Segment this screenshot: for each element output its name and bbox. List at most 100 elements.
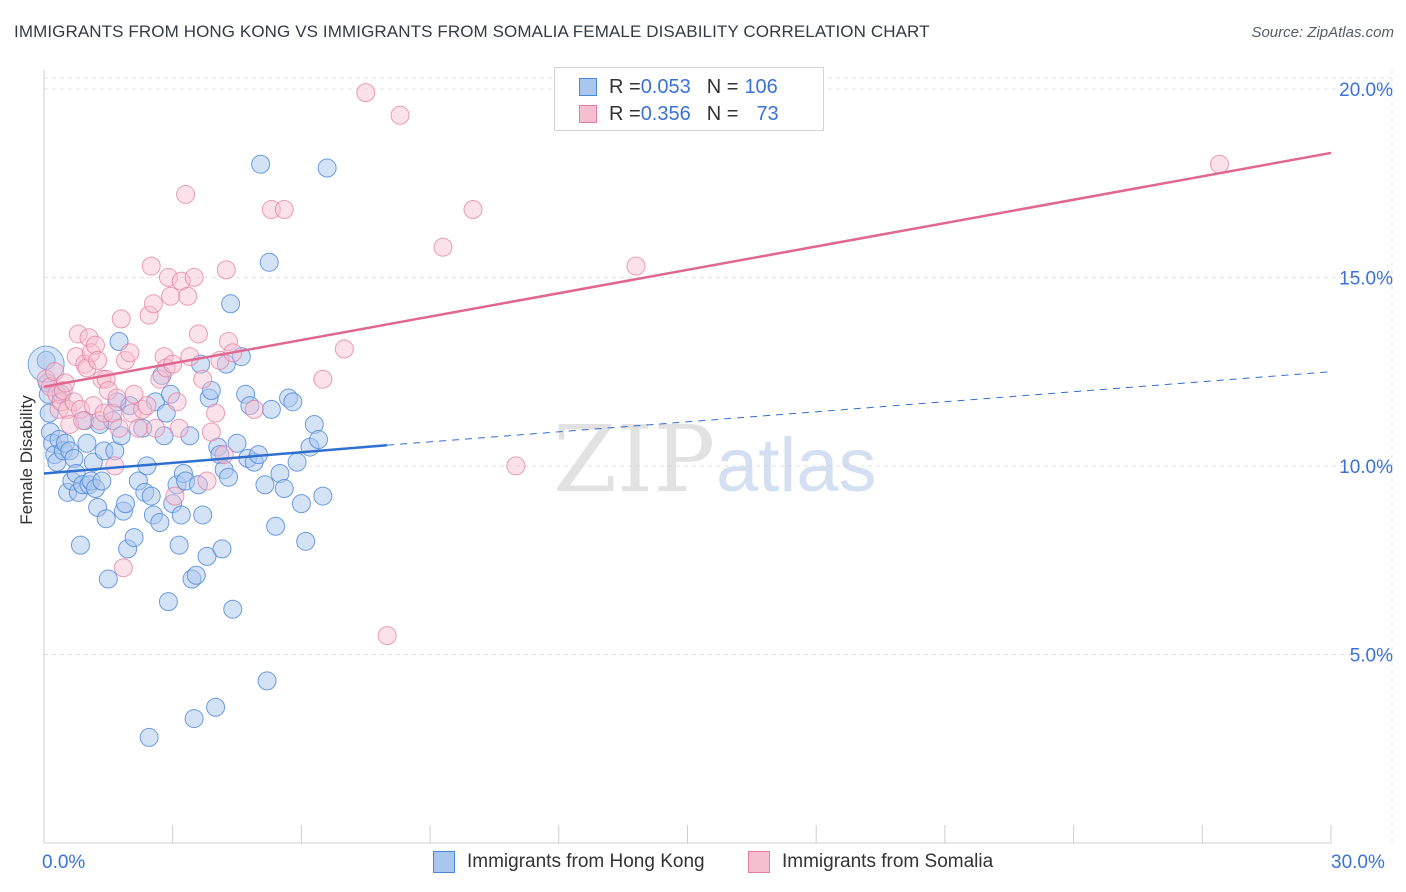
y-tick-label: 10.0%: [1339, 457, 1393, 478]
data-point-somalia: [216, 260, 236, 280]
stats-row-hong-kong: R = 0.053 N = 106: [579, 75, 778, 99]
data-point-somalia: [109, 418, 129, 438]
data-point-hong-kong: [206, 697, 226, 717]
series-legend: Immigrants from Hong Kong Immigrants fro…: [0, 851, 1406, 879]
data-point-somalia: [79, 328, 99, 348]
trend-line-hong-kong: [43, 443, 388, 475]
stats-legend: R = 0.053 N = 106 R = 0.356 N = 73: [554, 67, 824, 131]
data-point-somalia: [58, 399, 78, 419]
data-point-hong-kong: [116, 494, 136, 514]
data-point-hong-kong: [317, 158, 337, 178]
data-point-hong-kong: [169, 535, 189, 555]
data-point-hong-kong: [283, 392, 303, 412]
data-point-somalia: [150, 369, 170, 389]
data-point-somalia: [139, 305, 159, 325]
data-point-hong-kong: [216, 354, 236, 374]
data-point-somalia: [180, 347, 200, 367]
watermark-atlas: atlas: [716, 423, 877, 508]
data-point-hong-kong: [186, 565, 206, 585]
series-somalia-points: [36, 83, 1229, 646]
data-point-somalia: [141, 256, 161, 276]
chart-source: Source: ZipAtlas.com: [1251, 24, 1394, 41]
data-point-somalia: [51, 392, 71, 412]
data-point-somalia: [201, 422, 221, 442]
data-point-hong-kong: [77, 433, 97, 453]
data-point-hong-kong: [39, 403, 59, 423]
y-tick-label: 15.0%: [1339, 268, 1393, 289]
hong-kong-swatch: [579, 78, 597, 96]
x-tick-label-max: 30.0%: [1331, 852, 1385, 873]
data-point-hong-kong: [227, 433, 247, 453]
data-point-somalia: [107, 388, 127, 408]
data-point-hong-kong: [255, 475, 275, 495]
data-point-somalia: [70, 399, 90, 419]
data-point-hong-kong: [212, 539, 232, 559]
data-point-somalia: [506, 456, 526, 476]
data-point-hong-kong: [259, 252, 279, 272]
r-value: 0.053: [640, 75, 691, 98]
data-point-hong-kong: [261, 399, 281, 419]
n-label: N =: [706, 75, 739, 98]
data-point-somalia: [244, 399, 264, 419]
data-point-somalia: [77, 358, 97, 378]
axes: [43, 70, 1332, 844]
data-point-hong-kong: [141, 486, 161, 506]
data-point-hong-kong: [70, 535, 90, 555]
data-point-hong-kong: [223, 599, 243, 619]
data-point-somalia: [193, 369, 213, 389]
data-point-hong-kong: [150, 512, 170, 532]
data-point-somalia: [313, 369, 333, 389]
data-point-hong-kong-cluster: [27, 345, 65, 383]
data-point-somalia: [377, 626, 397, 646]
data-point-somalia: [176, 184, 196, 204]
data-point-somalia: [146, 418, 166, 438]
data-point-somalia: [626, 256, 646, 276]
data-point-hong-kong: [158, 592, 178, 612]
data-point-hong-kong: [161, 384, 181, 404]
data-point-somalia: [390, 105, 410, 125]
data-point-somalia: [120, 343, 140, 363]
data-point-hong-kong: [193, 505, 213, 525]
data-point-somalia: [85, 335, 105, 355]
data-point-hong-kong: [124, 528, 144, 548]
data-point-somalia: [64, 392, 84, 412]
data-point-somalia: [274, 200, 294, 220]
data-point-hong-kong: [218, 467, 238, 487]
data-point-hong-kong: [291, 494, 311, 514]
n-value: 73: [756, 102, 779, 125]
data-point-hong-kong: [197, 546, 217, 566]
data-point-somalia: [178, 286, 198, 306]
data-point-somalia: [261, 200, 281, 220]
y-tick-label: 5.0%: [1350, 645, 1393, 666]
grid-lines: [44, 70, 1393, 843]
legend-item-hong-kong[interactable]: Immigrants from Hong Kong: [433, 851, 705, 873]
n-value: 106: [744, 75, 778, 98]
data-point-hong-kong: [92, 471, 112, 491]
trend-lines: [43, 151, 1332, 475]
somalia-swatch: [748, 851, 770, 873]
hong-kong-swatch: [433, 851, 455, 873]
data-point-somalia: [111, 309, 131, 329]
data-point-hong-kong: [171, 505, 191, 525]
data-point-hong-kong: [133, 418, 153, 438]
data-point-somalia: [197, 471, 217, 491]
legend-label: Immigrants from Hong Kong: [467, 851, 705, 872]
data-point-hong-kong: [257, 671, 277, 691]
data-point-hong-kong: [274, 479, 294, 499]
data-point-somalia: [165, 486, 185, 506]
data-point-somalia: [143, 294, 163, 314]
legend-item-somalia[interactable]: Immigrants from Somalia: [748, 851, 993, 873]
x-tick-label-min: 0.0%: [42, 852, 86, 873]
data-point-somalia: [214, 445, 234, 465]
data-point-hong-kong: [111, 426, 131, 446]
data-point-somalia: [88, 350, 108, 370]
watermark-zip: ZIP: [553, 406, 715, 513]
data-point-somalia: [206, 403, 226, 423]
series-hong-kong-points: [27, 154, 337, 747]
data-point-hong-kong: [287, 452, 307, 472]
data-point-somalia: [158, 267, 178, 287]
data-point-somalia: [184, 267, 204, 287]
data-point-hong-kong: [296, 531, 316, 551]
data-point-hong-kong: [139, 727, 159, 747]
